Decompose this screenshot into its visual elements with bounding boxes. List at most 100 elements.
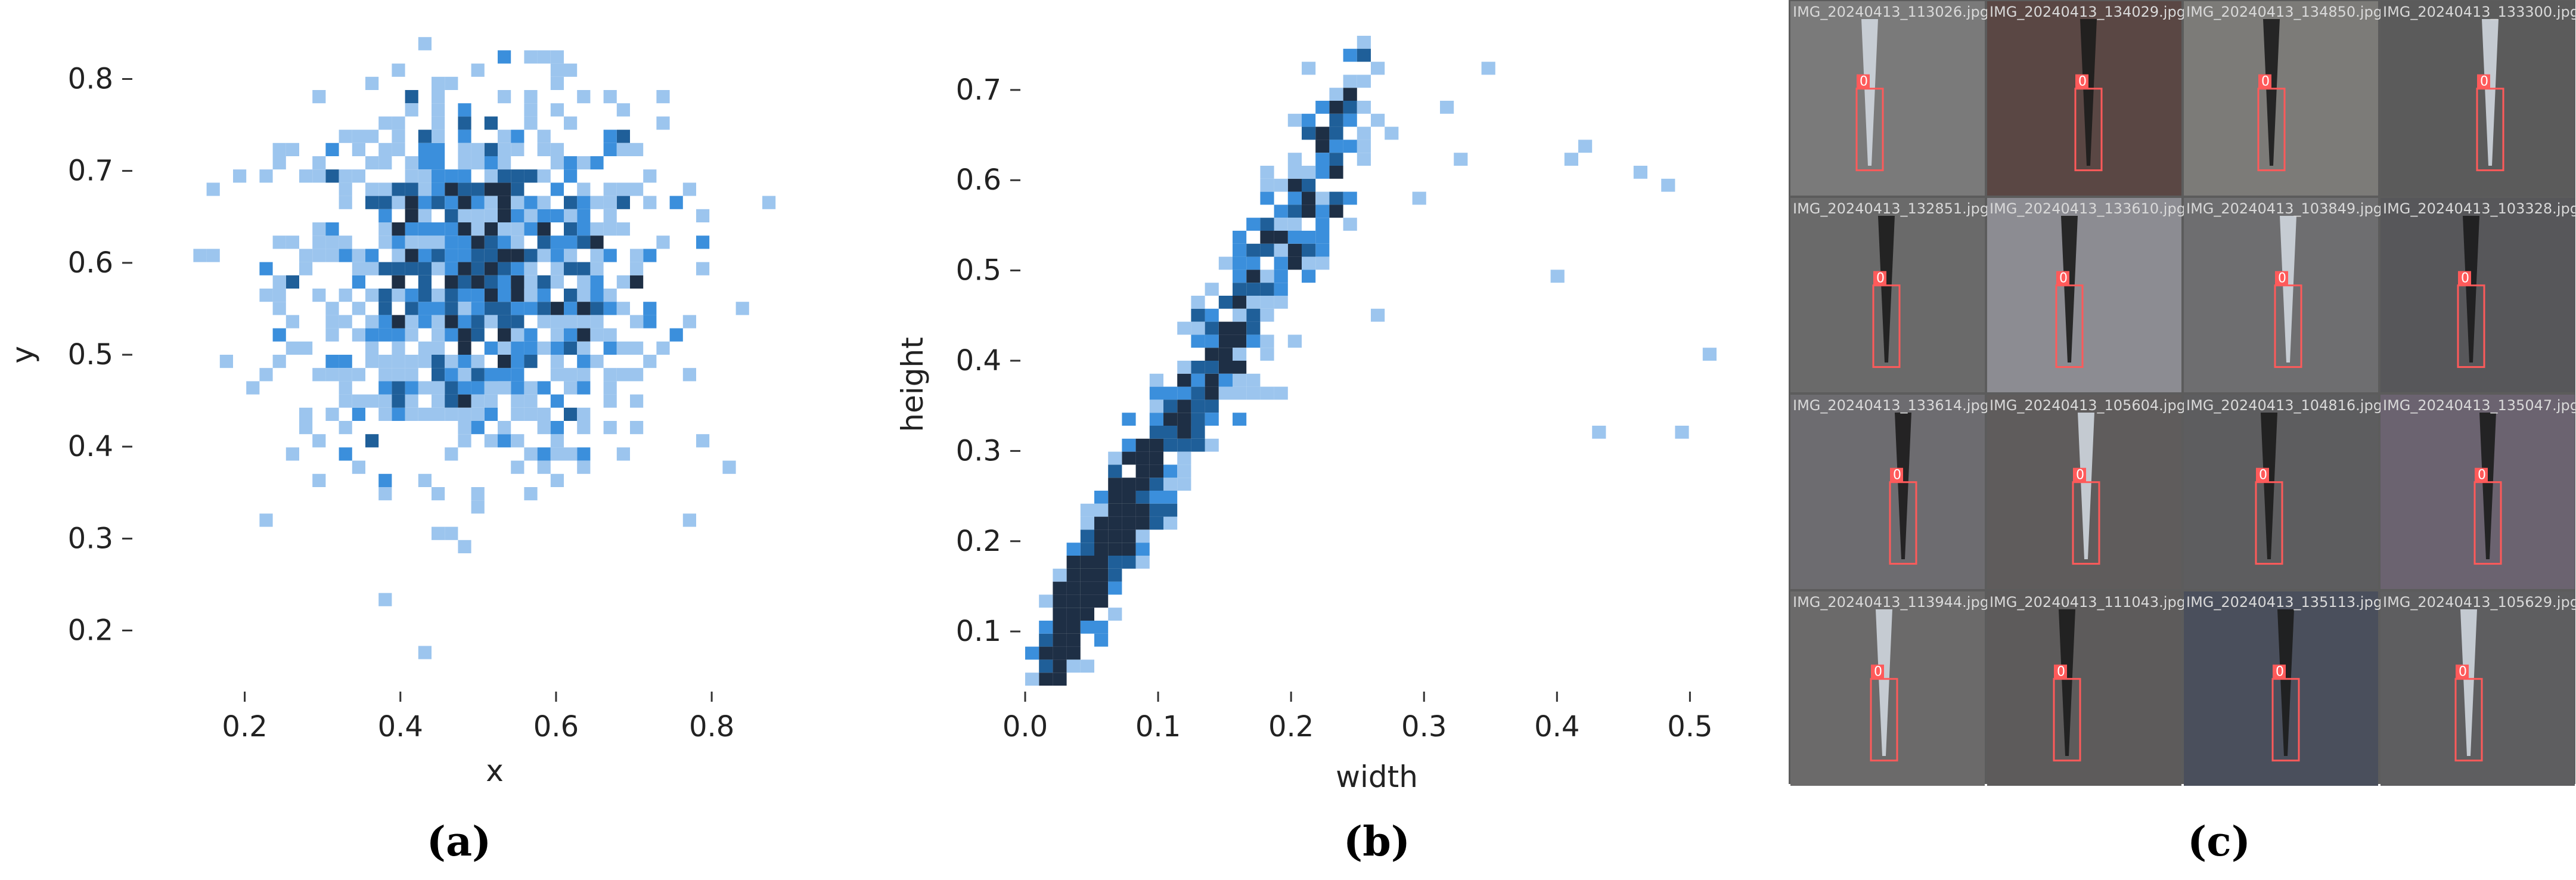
histogram-cell [352, 169, 365, 183]
histogram-cell [392, 407, 405, 421]
histogram-cell [1260, 334, 1274, 348]
histogram-cell [392, 182, 405, 196]
histogram-cell [1302, 231, 1316, 244]
histogram-cell [352, 407, 365, 421]
histogram-cell [537, 447, 551, 461]
histogram-cell [1135, 503, 1150, 517]
histogram-cell [418, 249, 432, 262]
histogram-cell [392, 394, 405, 408]
histogram-cell [1302, 191, 1316, 205]
histogram-cell [616, 142, 630, 156]
thumbnail-filename: IMG_20240413_133300.jpg [2383, 4, 2576, 20]
histogram-cell [418, 473, 432, 487]
histogram-cell [1080, 621, 1094, 634]
histogram-cell [484, 236, 498, 249]
histogram-cell [1066, 568, 1081, 582]
histogram-cell [1287, 243, 1302, 257]
histogram-cell [1343, 101, 1357, 114]
histogram-cell [471, 209, 485, 222]
histogram-cell [365, 341, 379, 355]
histogram-cell [1163, 478, 1178, 491]
histogram-cell [1454, 153, 1468, 166]
histogram-cell [564, 341, 578, 355]
histogram-cell [577, 182, 591, 196]
histogram-cell [1025, 673, 1039, 686]
histogram-cell [524, 103, 538, 117]
pipette-tip [2277, 609, 2294, 756]
histogram-cell [1315, 231, 1330, 244]
histogram-cell [1080, 543, 1094, 556]
thumbnail-filename: IMG_20240413_103328.jpg [2383, 200, 2576, 217]
histogram-cell [378, 196, 392, 209]
histogram-cell [471, 407, 485, 421]
histogram-cell [458, 434, 471, 448]
detection-label-bg [2258, 74, 2271, 89]
histogram-cell [445, 302, 458, 315]
histogram-cell [432, 222, 445, 236]
detection-class-label: 0 [2076, 468, 2084, 483]
histogram-cell [392, 328, 405, 342]
histogram-cell [1080, 659, 1094, 673]
histogram-cell [299, 249, 313, 262]
histogram-cell [352, 249, 365, 262]
histogram-cell [696, 209, 710, 222]
histogram-cell [1274, 269, 1288, 283]
histogram-cell [1205, 373, 1219, 387]
histogram-cell [1108, 516, 1122, 530]
histogram-cell [498, 381, 511, 395]
x-tick-label: 0.4 [378, 710, 423, 743]
thumbnail-filename: IMG_20240413_111043.jpg [1990, 594, 2186, 611]
histogram-cell [1233, 256, 1247, 270]
histogram-cell [471, 421, 485, 435]
histogram-cell [1094, 529, 1109, 543]
histogram-cell [285, 236, 299, 249]
y-tick-label: 0.7 [68, 154, 113, 188]
histogram-cell [233, 169, 247, 183]
thumbnail-image: 0 IMG_20240413_135113.jpg [2184, 591, 2382, 786]
histogram-cell [1287, 218, 1302, 231]
histogram-cell [445, 222, 458, 236]
histogram-cell [299, 421, 313, 435]
histogram-cell [590, 328, 604, 342]
histogram-cell [643, 302, 657, 315]
histogram-cell [1205, 321, 1219, 335]
histogram-cell [537, 236, 551, 249]
histogram-cell [325, 407, 339, 421]
histogram-cell [471, 236, 485, 249]
histogram-cell [1287, 113, 1302, 127]
histogram-cell [272, 142, 286, 156]
histogram-cell [458, 262, 471, 275]
histogram-cell [537, 222, 551, 236]
detection-class-label: 0 [1874, 665, 1882, 680]
histogram-cell [418, 302, 432, 315]
histogram-cell [524, 447, 538, 461]
histogram-cell [1066, 594, 1081, 608]
thumbnail-photo [1987, 198, 2181, 392]
histogram-cell [1108, 556, 1122, 569]
histogram-cell [259, 513, 273, 527]
histogram-cell [432, 236, 445, 249]
histogram-cell [405, 328, 418, 342]
pipette-tip [2080, 19, 2097, 166]
histogram-cell [603, 182, 617, 196]
histogram-cell [1080, 516, 1094, 530]
histogram-cell [471, 196, 485, 209]
detection-class-label: 0 [2276, 665, 2284, 680]
histogram-cell [498, 90, 511, 104]
histogram-cell [1205, 283, 1219, 296]
histogram-cell [1315, 243, 1330, 257]
histogram-cell [378, 368, 392, 382]
histogram-cell [1108, 568, 1122, 582]
histogram-cell [1233, 283, 1247, 296]
histogram-cell [471, 487, 485, 501]
histogram-cell [1371, 113, 1385, 127]
histogram-cell [498, 302, 511, 315]
histogram-cell [550, 76, 564, 90]
histogram-cell [1246, 386, 1261, 400]
histogram-cell [1315, 166, 1330, 179]
histogram-cell [312, 434, 326, 448]
histogram-cell [1315, 140, 1330, 153]
histogram-cell [405, 315, 418, 329]
histogram-cell [458, 315, 471, 329]
histogram-cell [1177, 478, 1191, 491]
